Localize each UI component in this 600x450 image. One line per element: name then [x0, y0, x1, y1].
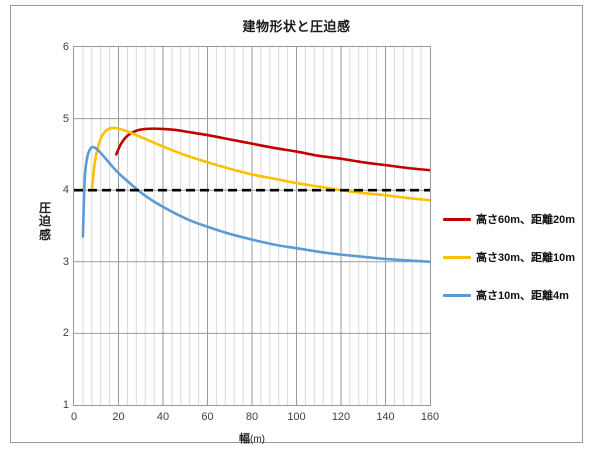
legend-swatch-icon — [443, 217, 471, 221]
legend-label: 高さ10m、距離4m — [476, 290, 569, 302]
y-tick-label: 5 — [62, 112, 69, 125]
legend-swatch-icon — [443, 255, 471, 259]
x-tick-label: 100 — [287, 411, 306, 423]
x-axis-title-main: 幅 — [239, 433, 250, 445]
y-axis-title-char: 迫 — [38, 214, 51, 229]
x-tick-label: 20 — [112, 411, 125, 423]
y-axis-title-char: 圧 — [38, 201, 51, 215]
y-tick-label: 1 — [62, 399, 69, 411]
x-axis-ticks: 0 20 40 60 80 100 120 140 160 — [71, 411, 439, 427]
x-tick-label: 40 — [156, 411, 170, 423]
y-tick-label: 3 — [62, 255, 69, 268]
legend-swatch-icon — [443, 293, 471, 297]
legend-item-2[interactable]: 高さ30m、距離10m — [443, 244, 589, 270]
x-tick-label: 80 — [245, 411, 259, 423]
chart-frame: 建物形状と圧迫感 1 2 3 4 5 6 0 20 40 60 80 100 120 140 160 幅(… — [10, 5, 583, 446]
chart-legend: 高さ60m、距離20m 高さ30m、距離10m 高さ10m、距離4m — [443, 206, 589, 320]
x-axis-title: 幅(m) — [73, 430, 431, 446]
y-tick-label: 2 — [62, 327, 69, 340]
y-tick-label: 6 — [62, 41, 69, 53]
chart-title: 建物形状と圧迫感 — [242, 19, 351, 34]
legend-label: 高さ60m、距離20m — [476, 214, 576, 226]
series-line-3 — [81, 145, 430, 264]
series-line-1 — [114, 127, 430, 172]
legend-item-3[interactable]: 高さ10m、距離4m — [443, 282, 589, 308]
x-tick-label: 60 — [201, 411, 214, 423]
x-tick-label: 160 — [420, 411, 440, 423]
x-tick-label: 120 — [331, 411, 351, 423]
legend-item-1[interactable]: 高さ60m、距離20m — [443, 206, 589, 232]
y-tick-label: 4 — [62, 184, 69, 197]
plot-svg — [74, 47, 430, 405]
x-axis-title-unit: (m) — [250, 434, 265, 445]
x-tick-label: 0 — [70, 411, 78, 423]
y-axis-title-char: 感 — [38, 227, 51, 242]
x-tick-label: 140 — [376, 411, 395, 423]
y-axis-ticks: 1 2 3 4 5 6 — [37, 41, 69, 411]
y-axis-title: 圧迫感 — [37, 201, 53, 242]
plot-area — [73, 46, 431, 406]
legend-label: 高さ30m、距離10m — [476, 252, 576, 264]
